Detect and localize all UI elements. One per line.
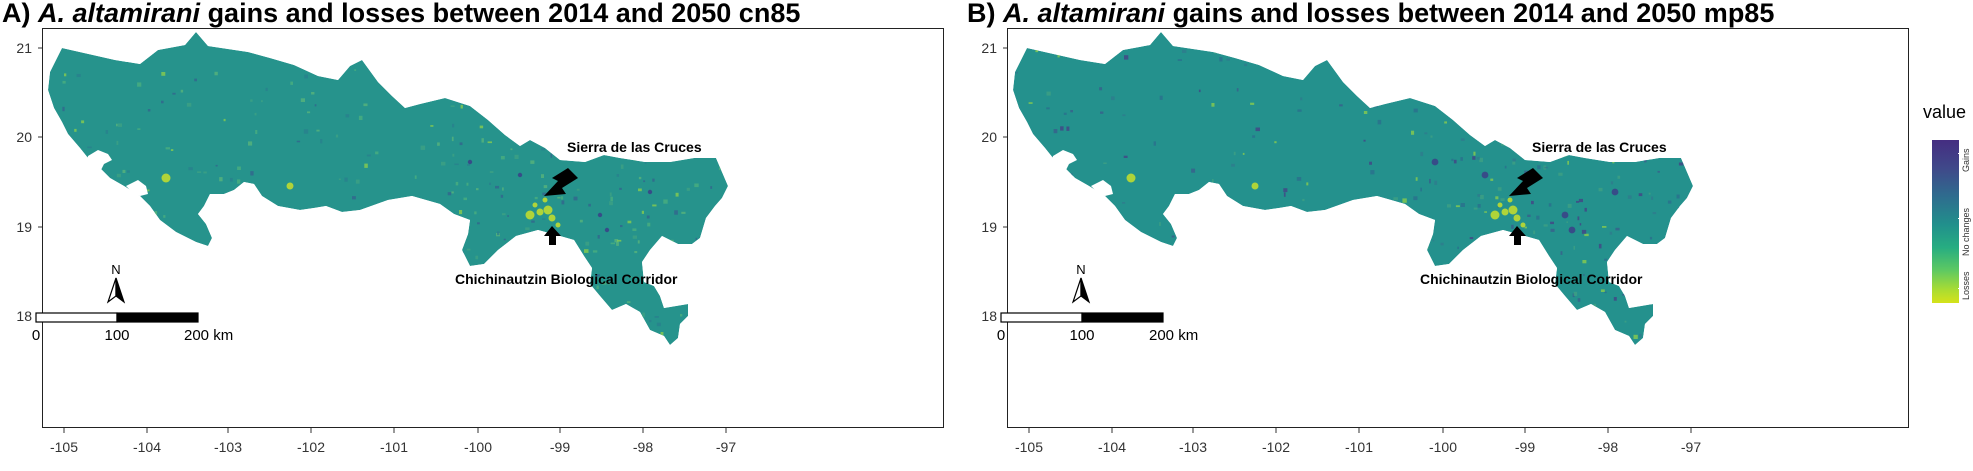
- lake: [126, 180, 148, 196]
- sierra-arrow-icon: [544, 168, 578, 196]
- scale-bar-label: 100: [1069, 327, 1094, 344]
- annotation-chichinautzin: Chichinautzin Biological Corridor: [455, 271, 678, 287]
- x-tick-label: -98: [633, 439, 653, 455]
- x-tick-label: -100: [464, 439, 492, 455]
- panel-a-title-species: A. altamirani: [38, 0, 201, 28]
- panel-a-title: A) A. altamirani gains and losses betwee…: [2, 0, 800, 29]
- legend-title: value: [1923, 102, 1967, 122]
- scale-bar-label: 200 km: [1149, 327, 1198, 344]
- panel-a-title-rest: gains and losses between 2014 and 2050 c…: [200, 0, 801, 28]
- y-tick-label: 21: [16, 40, 32, 56]
- x-tick-label: -105: [50, 439, 78, 455]
- lake: [86, 150, 112, 172]
- y-tick-label: 18: [981, 308, 997, 324]
- annotation-chichinautzin: Chichinautzin Biological Corridor: [1420, 271, 1643, 287]
- legend-label-losses: Losses: [1961, 271, 1971, 300]
- legend-colorbar: [1932, 140, 1959, 303]
- x-tick-label: -103: [1179, 439, 1207, 455]
- x-tick-label: -105: [1015, 439, 1043, 455]
- x-tick-label: -100: [1429, 439, 1457, 455]
- lake: [1091, 180, 1113, 196]
- panel-b-title: B) A. altamirani gains and losses betwee…: [967, 0, 1774, 29]
- x-tick-label: -102: [297, 439, 325, 455]
- scale-bar-black: [116, 312, 199, 323]
- scale-bar-white: [1000, 312, 1083, 323]
- north-arrow-label: N: [111, 262, 120, 277]
- legend-tick-losses: [1958, 288, 1964, 289]
- y-tick-label: 19: [981, 219, 997, 235]
- y-tick-label: 21: [981, 40, 997, 56]
- x-tick-label: -99: [1515, 439, 1535, 455]
- legend-tick-nochange: [1958, 218, 1964, 219]
- chichinautzin-arrow-icon: [544, 226, 561, 245]
- x-tick-label: -98: [1598, 439, 1618, 455]
- north-arrow-icon: [1071, 277, 1082, 304]
- chichinautzin-arrow-icon: [1509, 226, 1526, 245]
- x-tick-label: -101: [380, 439, 408, 455]
- north-arrow-icon: [106, 277, 117, 304]
- legend-tick-gains: [1958, 153, 1964, 154]
- map-a: 21 20 19 18 -105 -104 -103 -102 -101 -100 -99 -98 -9…: [16, 32, 736, 455]
- legend-label-gains: Gains: [1961, 148, 1971, 172]
- panel-a-title-prefix: A): [2, 0, 38, 28]
- scale-bar-label: 0: [997, 327, 1005, 344]
- panel-b: B) A. altamirani gains and losses betwee…: [965, 0, 1930, 471]
- x-tick-label: -101: [1345, 439, 1373, 455]
- y-tick-label: 19: [16, 219, 32, 235]
- map-b: 21 20 19 18 -105 -104 -103 -102 -101 -100 -99 -98 -9…: [981, 32, 1701, 455]
- y-tick-label: 20: [981, 129, 997, 145]
- legend-label-nochanges: No changes: [1961, 207, 1971, 256]
- x-tick-label: -97: [1681, 439, 1701, 455]
- x-tick-label: -103: [214, 439, 242, 455]
- north-arrow-label: N: [1076, 262, 1085, 277]
- x-tick-label: -99: [550, 439, 570, 455]
- legend: value Gains No changes Losses: [1920, 98, 1973, 318]
- scale-bar-label: 200 km: [184, 327, 233, 344]
- panel-b-title-rest: gains and losses between 2014 and 2050 m…: [1165, 0, 1775, 28]
- scale-bar-white: [35, 312, 118, 323]
- lake: [1051, 150, 1077, 172]
- scale-bar-label: 100: [104, 327, 129, 344]
- scale-bar-black: [1081, 312, 1164, 323]
- y-tick-label: 20: [16, 129, 32, 145]
- region-fill: [48, 32, 728, 345]
- annotation-sierra: Sierra de las Cruces: [1532, 139, 1667, 155]
- panel-a: A) A. altamirani gains and losses betwee…: [0, 0, 965, 471]
- annotation-sierra: Sierra de las Cruces: [567, 139, 702, 155]
- panel-b-title-species: A. altamirani: [1003, 0, 1166, 28]
- y-tick-label: 18: [16, 308, 32, 324]
- sierra-arrow-icon: [1509, 168, 1543, 196]
- region-fill: [1013, 32, 1693, 345]
- scale-bar-label: 0: [32, 327, 40, 344]
- x-tick-label: -104: [1098, 439, 1126, 455]
- x-tick-label: -97: [716, 439, 736, 455]
- panel-b-title-prefix: B): [967, 0, 1003, 28]
- x-tick-label: -104: [133, 439, 161, 455]
- x-tick-label: -102: [1262, 439, 1290, 455]
